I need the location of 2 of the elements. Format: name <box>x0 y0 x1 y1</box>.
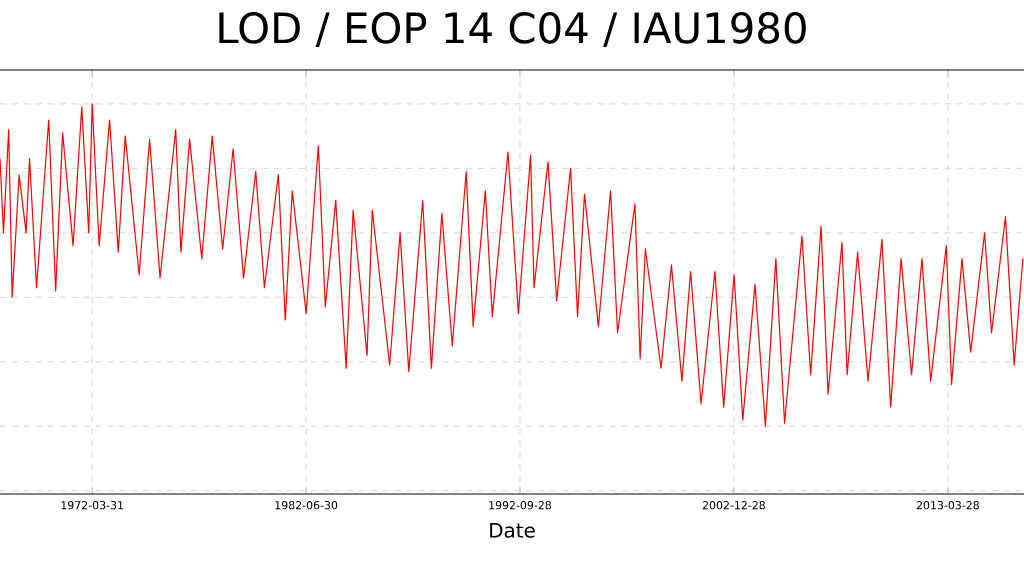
chart-title: LOD / EOP 14 C04 / IAU1980 <box>219 12 806 47</box>
x-axis-title: Date <box>490 523 535 538</box>
